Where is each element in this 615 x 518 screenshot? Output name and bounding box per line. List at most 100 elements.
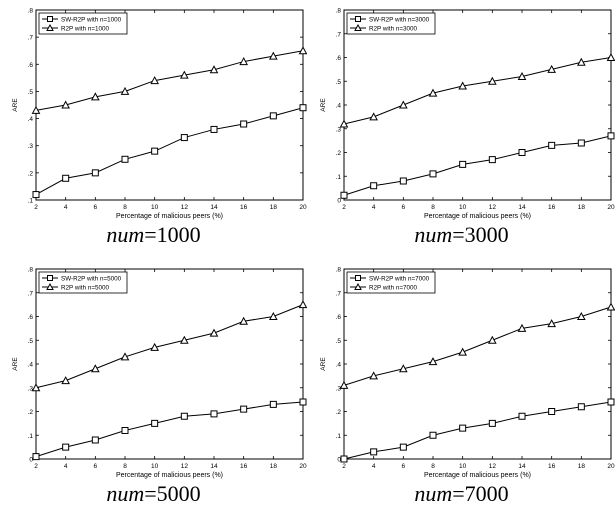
data-point-triangle (398, 364, 408, 373)
y-axis-label: ARE (320, 357, 327, 371)
x-tick-label: 20 (607, 463, 615, 470)
series-line-triangle (35, 50, 304, 111)
data-point-square (180, 134, 188, 142)
x-axis-label: Percentage of malicious peers (%) (424, 472, 531, 479)
chart-panel-num-1000: .1 .2 .3 .4 .5 .6 .7 .8 2 4 6 8 10 12 14 16 18 20 Percenta… (0, 0, 307, 259)
y-tick-label: .7 (28, 35, 34, 42)
data-point-square (459, 424, 467, 432)
legend-entry-label: R2P with n=1000 (61, 25, 110, 32)
data-point-triangle (576, 57, 586, 66)
data-point-triangle (576, 311, 586, 320)
y-tick-label: .4 (28, 116, 34, 123)
plot-frame (35, 268, 304, 460)
data-point-triangle (428, 357, 438, 366)
y-tick-label: 0 (337, 198, 341, 205)
data-point-triangle (517, 71, 527, 80)
legend-entry-label: SW-R2P with n=3000 (369, 16, 430, 23)
data-point-triangle (606, 52, 615, 61)
line-chart: 0 .1 .2 .3 .4 .5 .6 .7 .8 2 4 6 8 10 12 14 16 18 20 Percent… (12, 267, 307, 479)
x-tick-label: 6 (94, 463, 98, 470)
x-tick-label: 16 (240, 204, 248, 211)
legend-entry-label: SW-R2P with n=5000 (61, 275, 122, 282)
y-tick-label: .6 (336, 55, 342, 62)
legend-entry-label: R2P with n=3000 (369, 25, 418, 32)
caption-variable: num (414, 481, 453, 506)
x-axis-label: Percentage of malicious peers (%) (116, 213, 223, 220)
x-tick-label: 10 (151, 463, 159, 470)
legend-box (346, 12, 436, 35)
data-point-square (370, 448, 378, 456)
data-point-triangle (61, 376, 71, 385)
y-tick-label: .5 (336, 338, 342, 345)
y-tick-label: .5 (28, 89, 34, 96)
y-tick-label: 0 (29, 457, 33, 464)
y-tick-label: .6 (336, 314, 342, 321)
x-tick-label: 14 (518, 204, 526, 211)
legend-entry-label: SW-R2P with n=1000 (61, 16, 122, 23)
legend-box (346, 271, 436, 294)
x-tick-label: 12 (489, 463, 497, 470)
x-tick-label: 10 (151, 204, 159, 211)
y-tick-label: .1 (28, 433, 34, 440)
data-point-triangle (298, 46, 307, 55)
chart-panel-num-3000: 0 .1 .2 .3 .4 .5 .6 .7 .8 2 4 6 8 10 12 14 16 18 20 Percent… (308, 0, 615, 259)
x-tick-label: 10 (459, 463, 467, 470)
x-tick-label: 8 (431, 463, 435, 470)
x-tick-label: 2 (342, 204, 346, 211)
y-tick-label: .1 (336, 433, 342, 440)
data-point-square (121, 155, 129, 163)
y-tick-label: .7 (28, 290, 34, 297)
data-point-square (459, 160, 467, 168)
data-point-triangle (339, 380, 349, 389)
x-tick-label: 14 (518, 463, 526, 470)
y-tick-label: .8 (28, 8, 34, 15)
line-chart: 0 .1 .2 .3 .4 .5 .6 .7 .8 2 4 6 8 10 12 14 16 18 20 Percent… (320, 8, 615, 220)
y-tick-label: .2 (336, 409, 342, 416)
y-tick-label: .4 (28, 362, 34, 369)
x-tick-label: 10 (459, 204, 467, 211)
series-line-square (35, 107, 304, 196)
data-point-square (518, 412, 526, 420)
x-tick-label: 16 (548, 463, 556, 470)
y-tick-label: .7 (336, 31, 342, 38)
data-point-square (399, 177, 407, 185)
y-tick-label: .3 (28, 385, 34, 392)
x-tick-label: 6 (94, 204, 98, 211)
x-tick-label: 20 (299, 463, 307, 470)
data-point-square (340, 191, 348, 199)
data-point-triangle (339, 119, 349, 128)
data-point-square (32, 453, 40, 461)
x-tick-label: 4 (372, 204, 376, 211)
legend-marker-triangle (354, 282, 362, 290)
caption-value: =1000 (144, 222, 201, 247)
data-point-triangle (268, 311, 278, 320)
y-tick-label: .8 (28, 267, 34, 274)
x-tick-label: 12 (489, 204, 497, 211)
data-point-square (151, 419, 159, 427)
y-tick-label: .8 (336, 267, 342, 274)
y-tick-label: .5 (28, 338, 34, 345)
series-line-square (343, 401, 612, 460)
data-point-square (299, 398, 307, 406)
data-point-triangle (179, 335, 189, 344)
x-tick-label: 8 (123, 463, 127, 470)
x-tick-label: 2 (34, 463, 38, 470)
data-point-square (548, 141, 556, 149)
data-point-triangle (458, 81, 468, 90)
legend-entry-label: R2P with n=7000 (369, 284, 418, 291)
data-point-triangle (487, 335, 497, 344)
y-tick-label: .3 (336, 126, 342, 133)
data-point-triangle (239, 316, 249, 325)
chart-panel-num-7000: 0 .1 .2 .3 .4 .5 .6 .7 .8 2 4 6 8 10 12 14 16 18 20 Percent… (308, 259, 615, 518)
data-point-triangle (90, 92, 100, 101)
series-line-triangle (343, 306, 612, 386)
data-point-square (577, 139, 585, 147)
data-point-triangle (398, 100, 408, 109)
data-point-square (240, 405, 248, 413)
legend-box (38, 271, 128, 294)
legend-marker-triangle (46, 23, 54, 31)
x-tick-label: 8 (123, 204, 127, 211)
legend-marker-square (355, 275, 361, 281)
data-point-square (180, 412, 188, 420)
x-axis-label: Percentage of malicious peers (%) (424, 213, 531, 220)
